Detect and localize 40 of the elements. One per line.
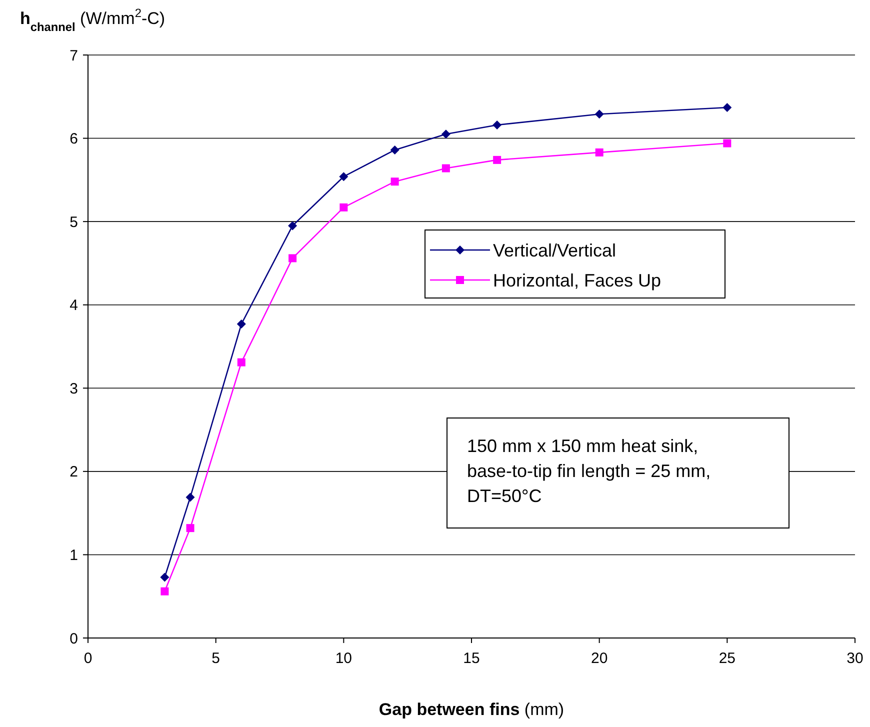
annotation: 150 mm x 150 mm heat sink, base-to-tip fin length = 25 mm, DT=50°C: [467, 436, 711, 506]
y-tick-label: 5: [70, 214, 78, 231]
point: [594, 110, 604, 119]
legend-label: Horizontal, Faces Up: [493, 270, 662, 290]
x-tick-label: 25: [718, 650, 736, 667]
point: [493, 156, 502, 164]
point: [160, 587, 169, 596]
x-tick-label: 15: [463, 650, 480, 667]
y-tick-label: 3: [70, 380, 78, 398]
point: [186, 492, 195, 502]
point: [390, 178, 399, 186]
x-tick-label: 20: [590, 650, 608, 667]
y-tick-label: 7: [70, 47, 78, 64]
y-tick-label: 0: [70, 630, 78, 648]
point: [288, 221, 298, 230]
point: [288, 254, 297, 262]
point: [722, 102, 732, 112]
x-tick-label: 5: [212, 650, 220, 667]
y-axis-title: h$_{channel}$ (W/mm$^{2}$-C): [20, 6, 166, 34]
point: [339, 172, 348, 182]
point: [442, 164, 450, 172]
point: [492, 120, 502, 130]
y-tick-label: 4: [70, 297, 78, 314]
y-tick-label: 1: [70, 546, 78, 564]
x-tick-label: 30: [846, 650, 864, 667]
point: [186, 524, 194, 532]
point: [723, 139, 732, 148]
x-tick-label: 0: [84, 650, 92, 667]
x-axis-title: Gap between fins (mm): [378, 700, 564, 719]
y-tick-label: 2: [70, 464, 78, 481]
legend-label: Vertical/Vertical: [493, 240, 616, 260]
point: [340, 203, 348, 212]
y-tick-label: 6: [70, 130, 78, 148]
point: [390, 145, 400, 154]
x-tick-label: 10: [335, 650, 352, 667]
point: [237, 358, 246, 366]
point: [595, 148, 604, 156]
point: [160, 572, 170, 582]
point: [441, 130, 450, 139]
point: [236, 320, 246, 329]
